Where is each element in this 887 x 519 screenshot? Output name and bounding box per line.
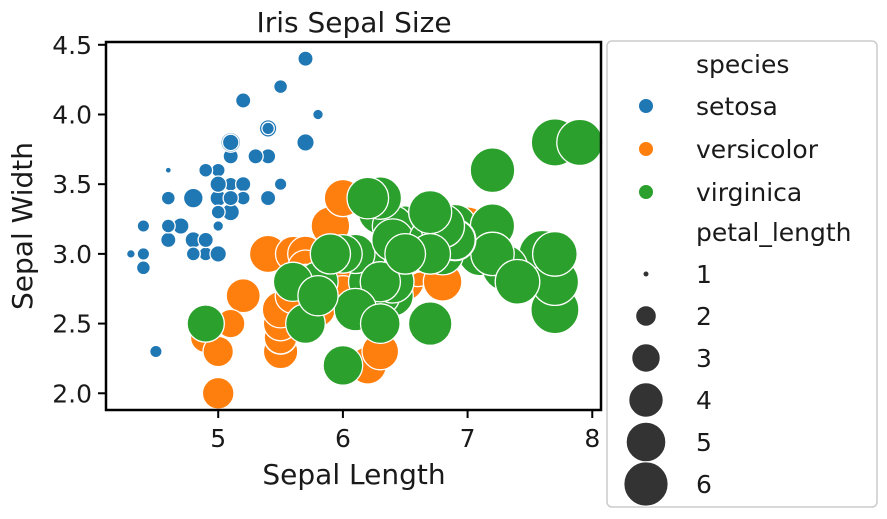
legend-marker-versicolor: [638, 141, 654, 157]
data-points: [125, 50, 604, 410]
x-tick-label-1: 6: [335, 424, 351, 453]
point-virginica-9: [469, 147, 516, 194]
legend-size-marker-3: [631, 343, 661, 373]
point-setosa-4: [210, 162, 226, 178]
point-setosa-37: [198, 162, 214, 178]
point-virginica-47: [384, 232, 427, 275]
point-setosa-22: [164, 166, 172, 174]
legend-hue-title: species: [696, 50, 789, 79]
y-axis: 2.0 2.5 3.0 3.5 4.0 4.5: [52, 31, 106, 408]
point-virginica-46: [359, 303, 401, 345]
point-setosa-47: [160, 218, 176, 234]
point-virginica-31: [556, 118, 604, 167]
point-setosa-15: [297, 50, 314, 67]
point-setosa-32: [234, 92, 252, 109]
point-setosa-42: [136, 219, 151, 233]
point-setosa-27: [234, 175, 252, 193]
point-virginica-35: [531, 230, 578, 277]
point-virginica-33: [359, 261, 402, 303]
x-axis-label: Sepal Length: [262, 458, 445, 491]
point-setosa-41: [149, 344, 163, 359]
legend-size-label-5: 5: [696, 428, 712, 457]
point-virginica-42: [297, 274, 339, 317]
chart-title: Iris Sepal Size: [256, 6, 451, 39]
point-setosa-45: [185, 246, 201, 262]
point-versicolor-10: [201, 376, 235, 410]
point-setosa-6: [160, 190, 176, 206]
point-virginica-19: [322, 344, 364, 386]
legend-size-title: petal_length: [696, 218, 852, 247]
y-tick-label-0: 2.0: [52, 379, 92, 408]
point-virginica-6: [186, 304, 225, 343]
point-setosa-14: [312, 108, 324, 121]
point-setosa-8: [135, 260, 151, 276]
point-virginica-48: [346, 176, 390, 220]
point-virginica-8: [407, 301, 453, 346]
legend-size-label-4: 4: [696, 386, 712, 415]
point-setosa-24: [182, 187, 204, 209]
point-setosa-31: [259, 189, 277, 207]
point-virginica-49: [309, 233, 352, 275]
legend-size-marker-6: [623, 461, 669, 507]
point-setosa-33: [273, 79, 289, 95]
legend-label-virginica: virginica: [696, 178, 802, 207]
legend-frame: [606, 40, 878, 508]
legend-label-versicolor: versicolor: [696, 135, 819, 164]
point-setosa-35: [212, 220, 225, 232]
point-setosa-25: [209, 245, 228, 263]
legend-marker-setosa: [638, 98, 654, 114]
legend-size-label-6: 6: [696, 470, 712, 499]
y-tick-label-3: 3.5: [52, 170, 92, 199]
plot-frame: [104, 40, 603, 412]
y-tick-label-4: 4.0: [52, 100, 92, 129]
legend-size-marker-4: [628, 382, 664, 418]
point-setosa-48: [247, 148, 264, 165]
x-tick-label-2: 7: [460, 424, 476, 453]
legend-size-marker-2: [635, 305, 657, 327]
legend-size-label-2: 2: [696, 302, 712, 331]
legend-size-marker-1: [642, 270, 650, 278]
point-virginica-44: [408, 189, 453, 235]
y-tick-label-2: 3.0: [52, 240, 92, 269]
point-setosa-18: [296, 133, 315, 152]
point-setosa-36: [273, 177, 288, 192]
legend-size-label-3: 3: [696, 344, 712, 373]
point-setosa-16: [261, 121, 275, 136]
y-tick-label-1: 2.5: [52, 310, 92, 339]
legend: species setosa versicolor virginica petal_…: [606, 40, 878, 508]
point-setosa-39: [222, 189, 239, 207]
point-setosa-3: [160, 231, 177, 249]
point-setosa-34: [197, 231, 214, 249]
y-tick-label-5: 4.5: [52, 31, 92, 60]
legend-marker-virginica: [638, 184, 654, 200]
x-tick-label-0: 5: [210, 424, 226, 453]
point-setosa-49: [210, 204, 226, 220]
point-setosa-46: [221, 133, 240, 152]
point-versicolor-9: [225, 278, 261, 314]
legend-label-setosa: setosa: [696, 92, 778, 121]
x-axis: 5 6 7 8: [210, 410, 600, 453]
legend-size-label-1: 1: [696, 260, 712, 289]
point-virginica-30: [494, 258, 541, 305]
legend-size-marker-5: [625, 421, 667, 463]
point-setosa-43: [209, 175, 228, 194]
x-tick-label-3: 8: [584, 424, 600, 453]
y-axis-label: Sepal Width: [6, 142, 39, 310]
point-setosa-13: [125, 248, 136, 259]
point-setosa-38: [136, 247, 151, 261]
